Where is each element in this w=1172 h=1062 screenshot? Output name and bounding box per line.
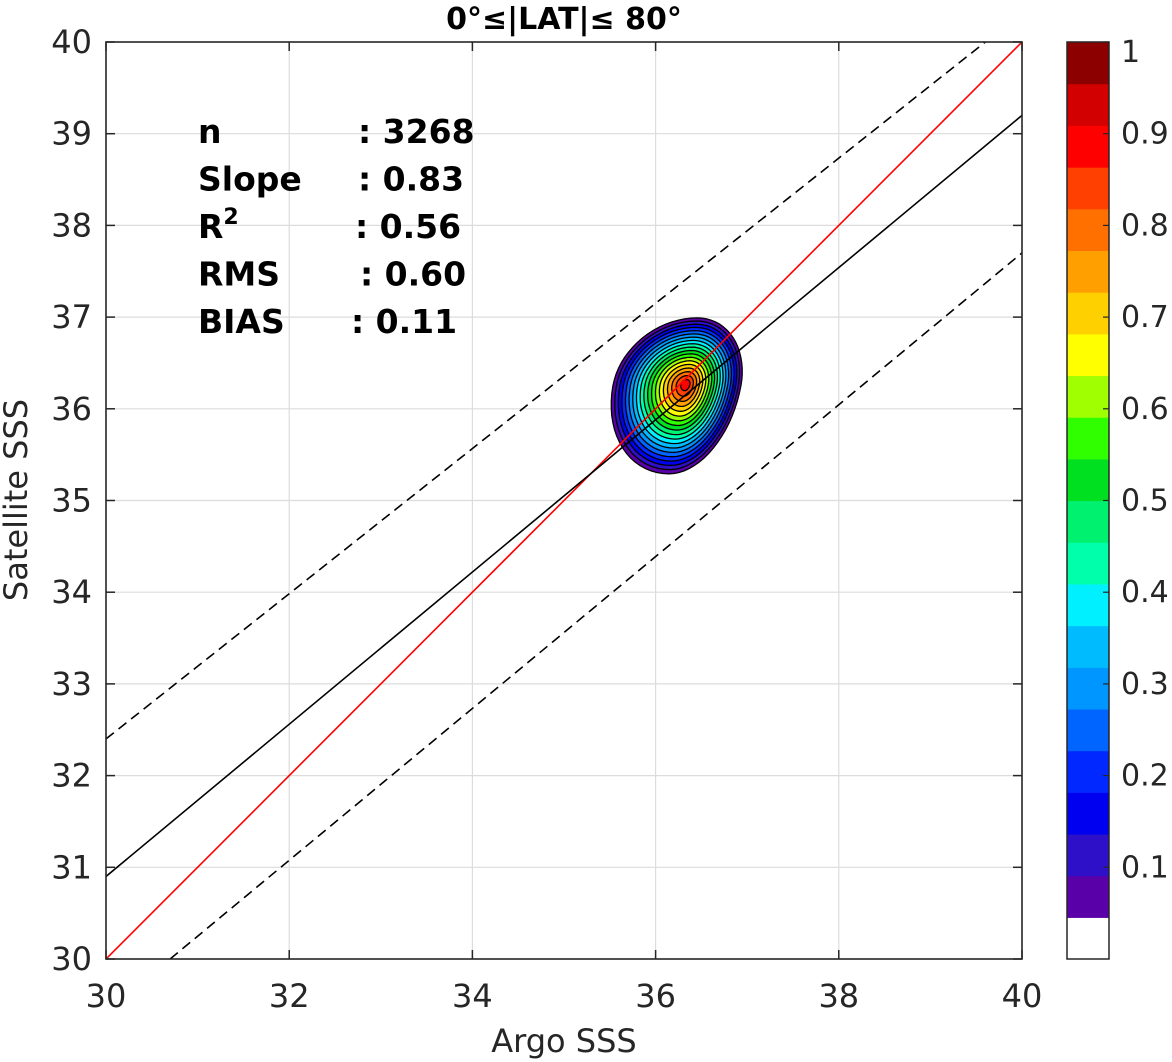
colorbar: 0.1 0.2 0.3 0.4 0.5 0.6 0.7 0.8 0.9 1 [1066,35,1169,960]
colorbar-tick-label: 0.1 [1121,850,1169,885]
y-tick-label: 31 [51,848,92,886]
colorbar-segment [1067,375,1109,418]
stat-label: RMS [198,255,280,294]
colorbar-tick-label: 1 [1121,35,1140,70]
colorbar-segment [1067,167,1109,210]
y-tick-label: 38 [51,206,92,244]
x-tick-label: 40 [1002,977,1043,1015]
colorbar-tick-label: 0.3 [1121,667,1169,702]
colorbar-tick-label: 0.2 [1121,759,1169,794]
colorbar-segment [1067,208,1109,252]
colorbar-segment [1067,583,1109,627]
colorbar-segment [1067,250,1109,293]
stat-value: : 0.83 [358,160,464,199]
y-tick-label: 34 [51,573,92,611]
reference-lines [106,42,1022,959]
colorbar-segment [1067,750,1109,793]
colorbar-segment [1067,42,1109,85]
stat-label: Slope [198,160,302,199]
y-tick-label: 40 [51,23,92,61]
stat-superscript: 2 [223,205,238,230]
x-tick-label: 36 [635,977,676,1015]
y-tick-label: 37 [51,298,92,336]
density-contours [610,317,743,475]
y-tick-label: 33 [51,665,92,703]
x-tick-label: 32 [269,977,310,1015]
x-axis-label: Argo SSS [491,1022,636,1060]
axis-ticks: 30 32 34 36 38 40 30 31 32 33 34 35 36 37 38 39 40 [51,23,1042,1015]
colorbar-segment [1067,458,1109,502]
colorbar-segment [1067,500,1109,543]
colorbar-segment [1067,292,1109,335]
x-tick-label: 38 [818,977,859,1015]
colorbar-segment [1067,125,1109,168]
colorbar-segment [1067,792,1109,835]
stat-value: : 3268 [358,112,475,151]
one-to-one-line [106,42,1022,959]
colorbar-segment [1067,417,1109,460]
colorbar-tick-label: 0.8 [1121,208,1169,243]
y-tick-label: 32 [51,757,92,795]
colorbar-tick-label: 0.7 [1121,300,1169,335]
colorbar-segment [1067,708,1109,752]
stat-value: : 0.56 [355,207,461,246]
colorbar-segment [1067,833,1109,877]
y-tick-label: 30 [51,940,92,978]
stat-value: : 0.11 [351,302,457,341]
colorbar-segment [1067,542,1109,585]
x-tick-label: 34 [452,977,493,1015]
colorbar-segment [1067,625,1109,668]
stat-label: n [198,112,222,151]
colorbar-segment [1067,333,1109,377]
chart-title: 0°≤|LAT|≤ 80° [446,2,682,37]
colorbar-tick-label: 0.5 [1121,484,1169,519]
colorbar-tick-label: 0.9 [1121,117,1169,152]
lower-bound-line [169,252,1022,959]
stat-value: : 0.60 [360,255,466,294]
colorbar-tick-label: 0.4 [1121,575,1169,610]
stat-label: BIAS [198,302,285,341]
colorbar-tick-label: 0.6 [1121,392,1169,427]
x-tick-label: 30 [86,977,127,1015]
colorbar-segment [1067,667,1109,710]
colorbar-segment [1067,875,1109,918]
upper-bound-line [106,42,986,740]
y-tick-label: 36 [51,390,92,428]
colorbar-segment [1067,917,1109,960]
regression-fit-line [106,114,1022,878]
grid [106,42,1022,959]
y-axis-label: Satellite SSS [0,399,35,601]
y-tick-label: 39 [51,115,92,153]
colorbar-segment [1067,83,1109,126]
y-tick-label: 35 [51,482,92,520]
